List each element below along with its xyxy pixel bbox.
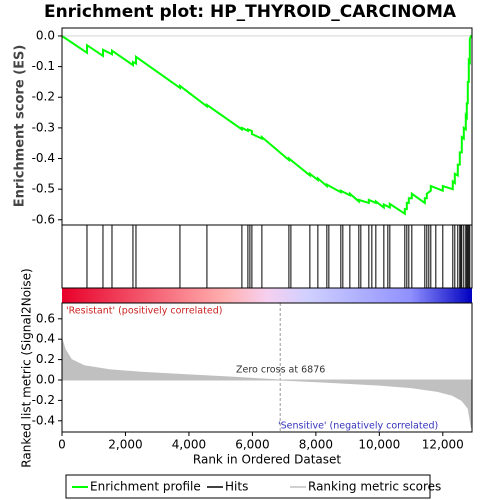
legend-label: Enrichment profile <box>90 480 201 494</box>
y-tick-label: 0.2 <box>36 352 55 366</box>
y-tick-label: -0.1 <box>32 59 55 73</box>
annotation: 'Sensitive' (negatively correlated) <box>278 421 438 432</box>
y-tick-label: 0.0 <box>36 372 55 386</box>
y-tick-label: -0.2 <box>32 90 55 104</box>
y-tick-label: -0.5 <box>32 182 55 196</box>
annotation: 'Resistant' (positively correlated) <box>66 306 222 317</box>
annotation: Zero cross at 6876 <box>236 365 325 376</box>
y-tick-label: 0.4 <box>36 332 55 346</box>
x-tick-label: 2,000 <box>108 438 142 452</box>
panel-frame <box>61 302 473 433</box>
es-line <box>61 34 473 216</box>
y-tick-label: -0.4 <box>32 413 55 427</box>
y-tick-label: -0.4 <box>32 151 55 165</box>
legend-label: Hits <box>225 480 248 494</box>
legend-label: Ranking metric scores <box>308 480 441 494</box>
x-tick-label: 10,000 <box>358 438 400 452</box>
legend <box>65 474 431 499</box>
y-tick-label: -0.6 <box>32 212 55 226</box>
y-tick-label: -0.3 <box>32 120 55 134</box>
chart-title: Enrichment plot: HP_THYROID_CARCINOMA <box>44 2 457 22</box>
y-axis-label: Ranked list metric (Signal2Noise) <box>20 268 34 467</box>
x-tick-label: 12,000 <box>422 438 464 452</box>
color-bar <box>62 288 472 303</box>
y-tick-label: 0.6 <box>36 311 55 325</box>
metric-area <box>61 339 472 428</box>
y-tick-label: -0.2 <box>32 393 55 407</box>
x-tick-label: 0 <box>58 438 66 452</box>
x-axis-label: Rank in Ordered Dataset <box>193 453 341 467</box>
x-tick-label: 6,000 <box>235 438 269 452</box>
panel-frame <box>61 224 473 289</box>
y-tick-label: 0.0 <box>36 28 55 42</box>
y-axis-label: Enrichment score (ES) <box>13 45 28 208</box>
x-tick-label: 4,000 <box>172 438 206 452</box>
x-tick-label: 8,000 <box>299 438 333 452</box>
